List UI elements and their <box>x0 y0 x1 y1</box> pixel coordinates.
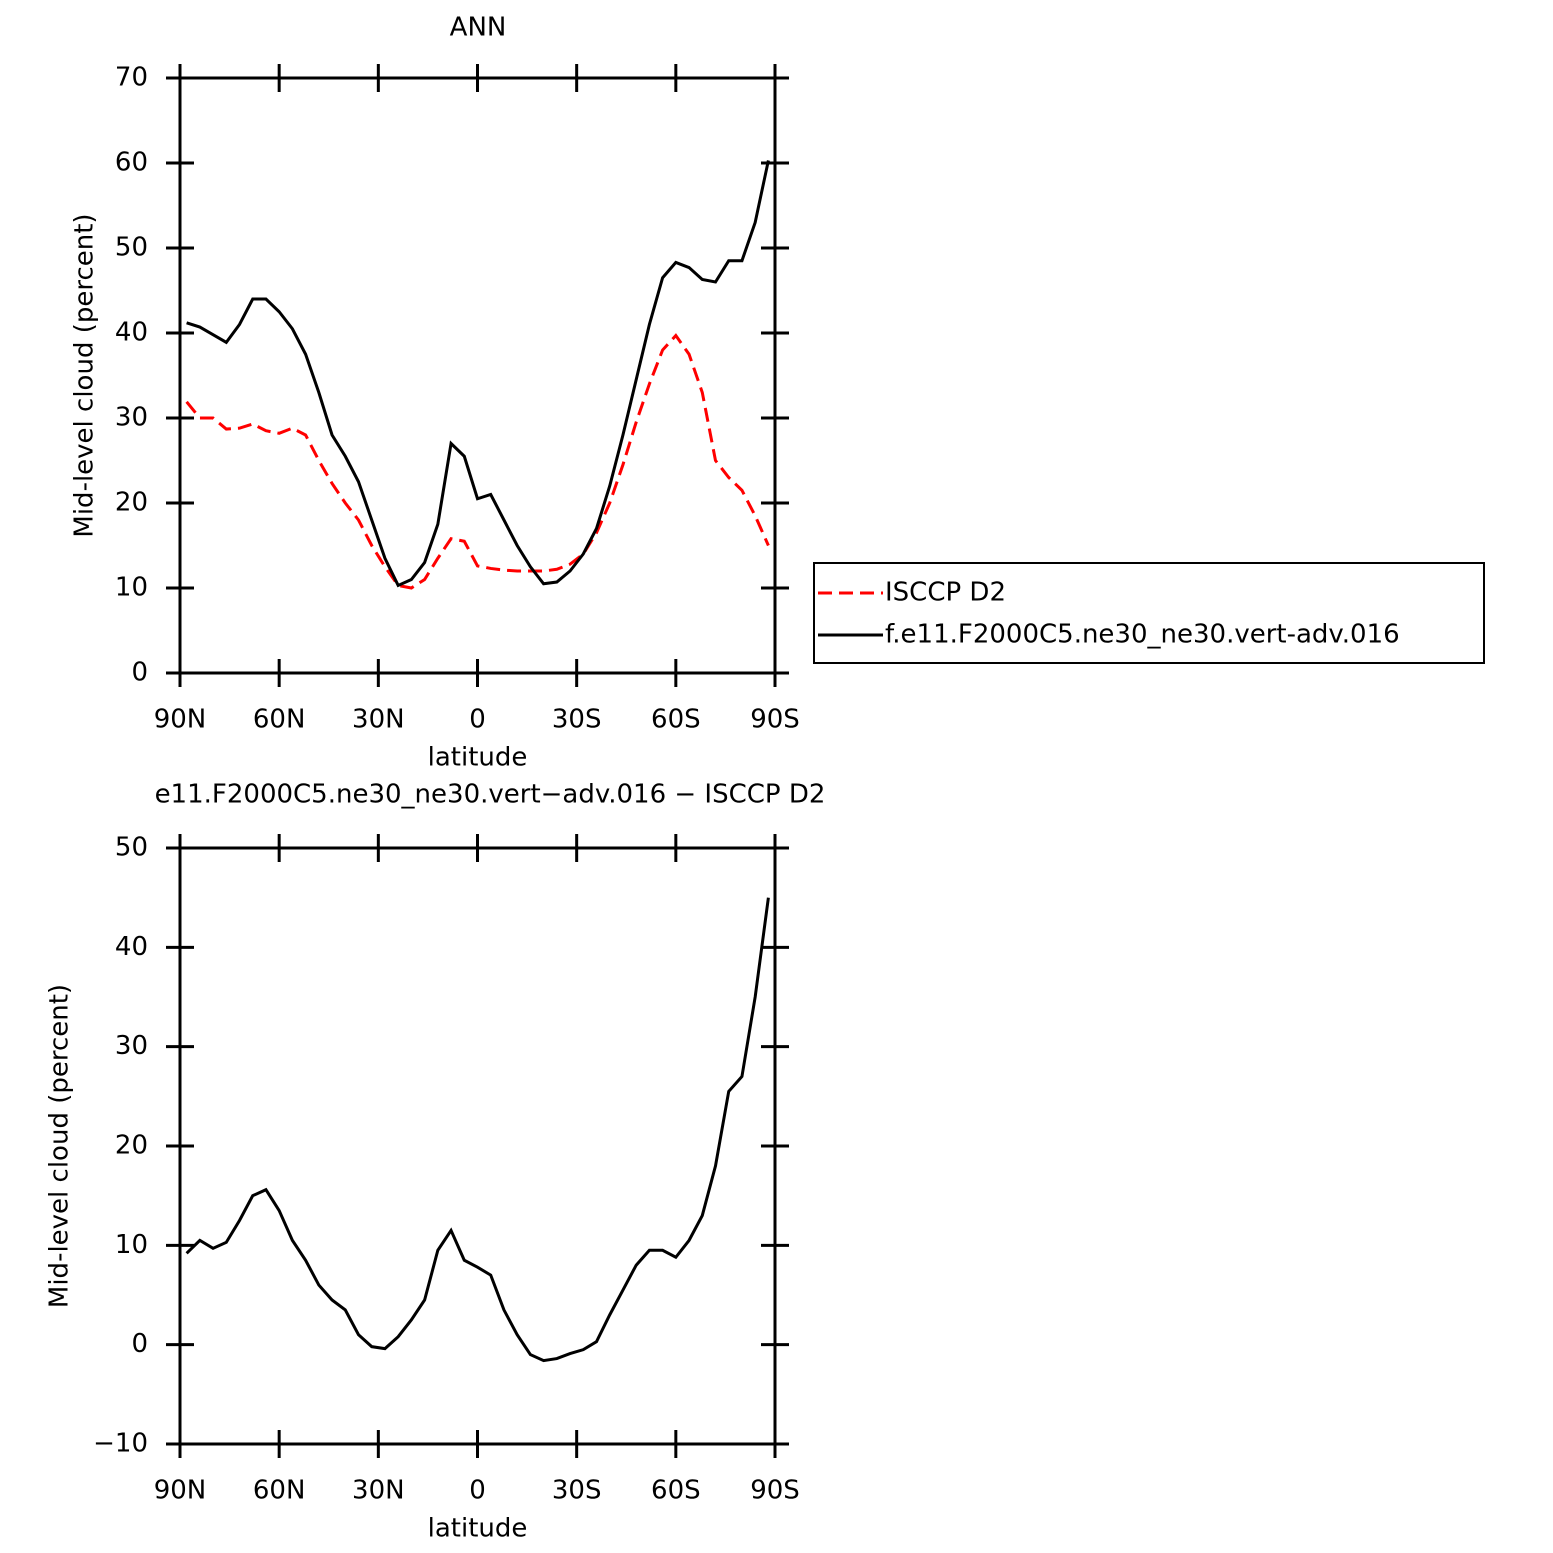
y-tick-label: 0 <box>131 658 148 688</box>
chart-title: ANN <box>450 13 507 43</box>
x-tick-label: 30N <box>352 1476 405 1506</box>
series-line <box>186 160 770 588</box>
x-tick-label: 30S <box>552 705 602 735</box>
x-tick-label: 90S <box>750 705 800 735</box>
y-tick-label: 10 <box>115 573 148 603</box>
x-tick-label: 60N <box>253 705 306 735</box>
series-line <box>185 897 770 1363</box>
x-tick-label: 90N <box>154 1476 207 1506</box>
y-tick-label: −10 <box>93 1429 148 1459</box>
x-tick-label: 60N <box>253 1476 306 1506</box>
y-tick-label: 60 <box>115 148 148 178</box>
y-tick-label: 30 <box>115 403 148 433</box>
y-tick-label: 50 <box>115 233 148 263</box>
y-tick-label: 30 <box>115 1031 148 1061</box>
x-axis-label: latitude <box>428 743 528 773</box>
legend-label: f.e11.F2000C5.ne30_ne30.vert-adv.016 <box>885 620 1400 650</box>
y-tick-label: 20 <box>115 488 148 518</box>
x-tick-label: 0 <box>469 1476 486 1506</box>
y-axis-label: Mid-level cloud (percent) <box>45 984 75 1308</box>
legend-box <box>813 562 1485 664</box>
plot-frame <box>178 76 777 675</box>
x-tick-label: 90N <box>154 705 207 735</box>
y-tick-label: 40 <box>115 318 148 348</box>
series-line <box>185 333 770 590</box>
y-tick-label: 40 <box>115 932 148 962</box>
plot-frame <box>178 846 777 1446</box>
legend-label: ISCCP D2 <box>885 578 1006 608</box>
x-tick-label: 30S <box>552 1476 602 1506</box>
x-axis-label: latitude <box>428 1514 528 1544</box>
y-tick-label: 20 <box>115 1131 148 1161</box>
y-tick-label: 0 <box>131 1329 148 1359</box>
y-tick-label: 10 <box>115 1230 148 1260</box>
x-tick-label: 30N <box>352 705 405 735</box>
y-tick-label: 50 <box>115 833 148 863</box>
x-tick-label: 90S <box>750 1476 800 1506</box>
y-axis-label: Mid-level cloud (percent) <box>70 213 100 537</box>
chart-title: e11.F2000C5.ne30_ne30.vert−adv.016 − ISC… <box>155 780 826 810</box>
y-tick-label: 70 <box>115 63 148 93</box>
x-tick-label: 60S <box>651 705 701 735</box>
x-tick-label: 60S <box>651 1476 701 1506</box>
x-tick-label: 0 <box>469 705 486 735</box>
